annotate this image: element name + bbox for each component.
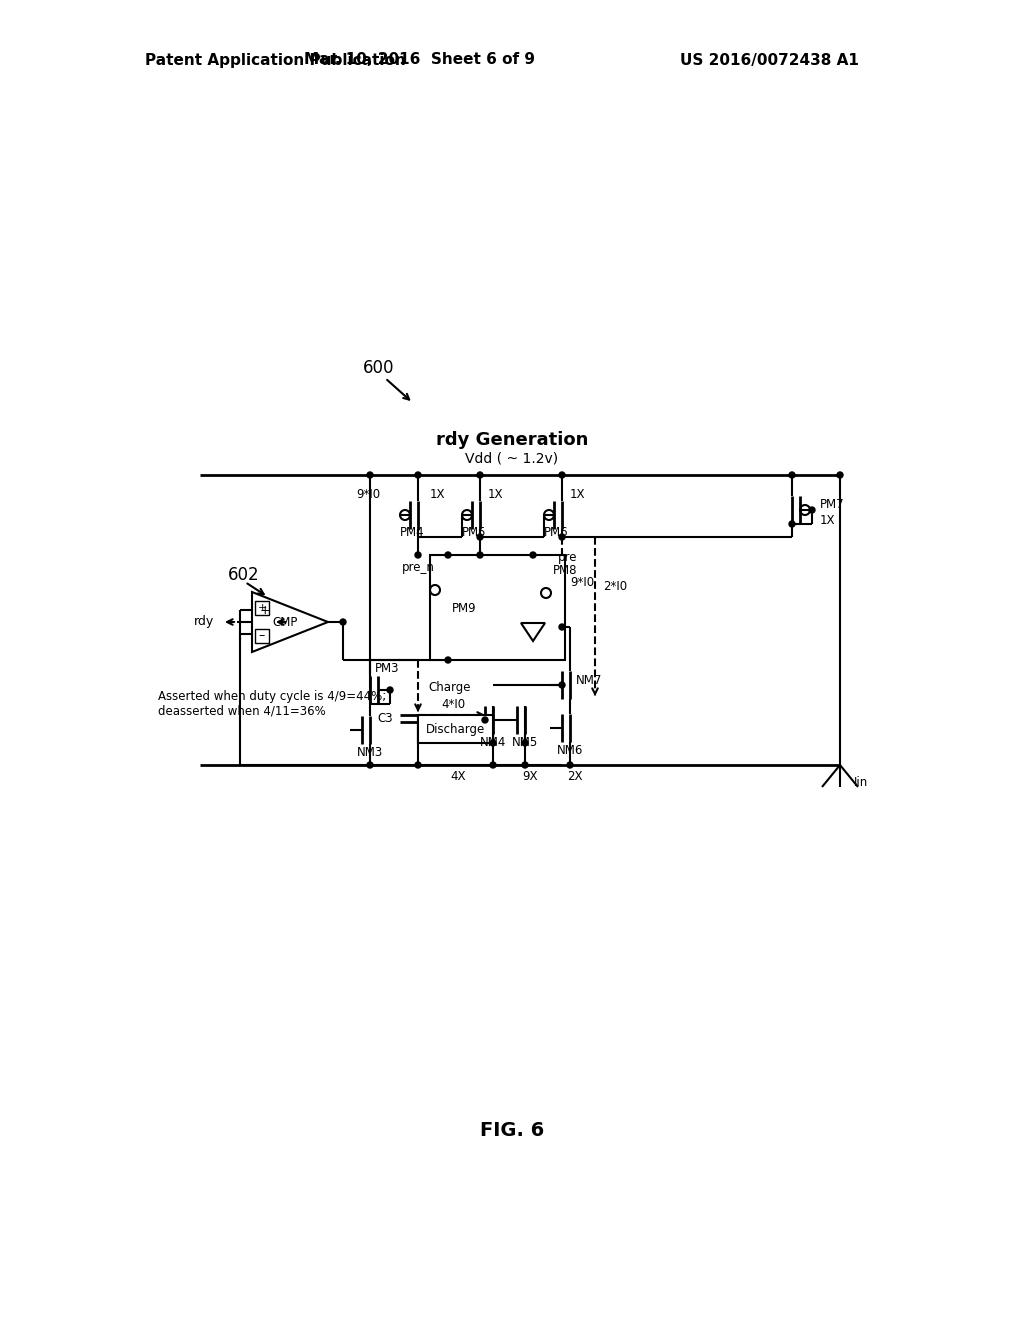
Circle shape: [559, 682, 565, 688]
Text: C3: C3: [378, 711, 393, 725]
Bar: [418, 715, 493, 743]
Text: Asserted when duty cycle is 4/9=44%;
deasserted when 4/11=36%: Asserted when duty cycle is 4/9=44%; dea…: [158, 690, 386, 718]
Text: NM6: NM6: [557, 743, 584, 756]
Circle shape: [367, 473, 373, 478]
Text: FIG. 6: FIG. 6: [480, 1121, 544, 1139]
Circle shape: [567, 762, 573, 768]
Text: +: +: [260, 603, 270, 616]
Circle shape: [477, 473, 483, 478]
Circle shape: [477, 535, 483, 540]
Circle shape: [387, 686, 393, 693]
Text: NM7: NM7: [575, 673, 602, 686]
Circle shape: [490, 741, 496, 746]
Text: CMP: CMP: [272, 615, 298, 628]
Text: 602: 602: [228, 566, 260, 583]
Circle shape: [482, 717, 488, 723]
Text: Vdd ( ~ 1.2v): Vdd ( ~ 1.2v): [466, 451, 558, 465]
Text: 1X: 1X: [430, 488, 445, 502]
Text: +: +: [257, 603, 266, 612]
Circle shape: [790, 521, 795, 527]
Bar: [430, 554, 565, 660]
Text: 9X: 9X: [522, 771, 538, 784]
Circle shape: [415, 552, 421, 558]
Text: rdy Generation: rdy Generation: [436, 432, 588, 449]
Circle shape: [530, 552, 536, 558]
Text: US 2016/0072438 A1: US 2016/0072438 A1: [680, 53, 859, 67]
Circle shape: [559, 473, 565, 478]
Circle shape: [445, 552, 451, 558]
Circle shape: [559, 624, 565, 630]
Text: 9*I0: 9*I0: [356, 488, 380, 502]
Text: 9*I0: 9*I0: [570, 576, 594, 589]
Bar: [255, 630, 269, 643]
Text: 600: 600: [362, 359, 394, 378]
Text: Patent Application Publication: Patent Application Publication: [145, 53, 406, 67]
Text: NM4: NM4: [480, 735, 506, 748]
Text: 4*I0: 4*I0: [441, 698, 465, 711]
Circle shape: [837, 473, 843, 478]
Text: Iin: Iin: [854, 776, 868, 789]
Text: pre: pre: [558, 550, 578, 564]
Text: 2*I0: 2*I0: [603, 581, 627, 594]
Text: PM6: PM6: [544, 527, 568, 540]
Text: NM3: NM3: [357, 746, 383, 759]
Circle shape: [790, 473, 795, 478]
Circle shape: [477, 552, 483, 558]
Text: 2X: 2X: [567, 771, 583, 784]
Text: Discharge: Discharge: [426, 722, 485, 735]
Text: NM5: NM5: [512, 735, 539, 748]
Text: 1X: 1X: [488, 488, 504, 502]
Text: Mar. 10, 2016  Sheet 6 of 9: Mar. 10, 2016 Sheet 6 of 9: [304, 53, 536, 67]
Text: PM7: PM7: [820, 499, 845, 511]
Circle shape: [559, 535, 565, 540]
Text: 1X: 1X: [570, 488, 586, 502]
Circle shape: [522, 762, 528, 768]
Circle shape: [340, 619, 346, 624]
Text: PM5: PM5: [462, 527, 486, 540]
Text: –: –: [259, 630, 265, 643]
Circle shape: [415, 762, 421, 768]
Circle shape: [809, 507, 815, 513]
Circle shape: [522, 741, 528, 746]
Circle shape: [367, 762, 373, 768]
Circle shape: [415, 473, 421, 478]
Text: PM4: PM4: [400, 527, 425, 540]
Circle shape: [490, 762, 496, 768]
Text: PM9: PM9: [452, 602, 476, 615]
Text: rdy: rdy: [194, 615, 214, 628]
Text: PM3: PM3: [375, 661, 399, 675]
Circle shape: [445, 657, 451, 663]
Text: 1X: 1X: [820, 513, 836, 527]
Text: Charge: Charge: [428, 681, 470, 694]
Text: PM8: PM8: [553, 565, 578, 578]
Text: pre_n: pre_n: [401, 561, 434, 574]
Text: 4X: 4X: [451, 771, 466, 784]
Bar: [255, 601, 269, 615]
